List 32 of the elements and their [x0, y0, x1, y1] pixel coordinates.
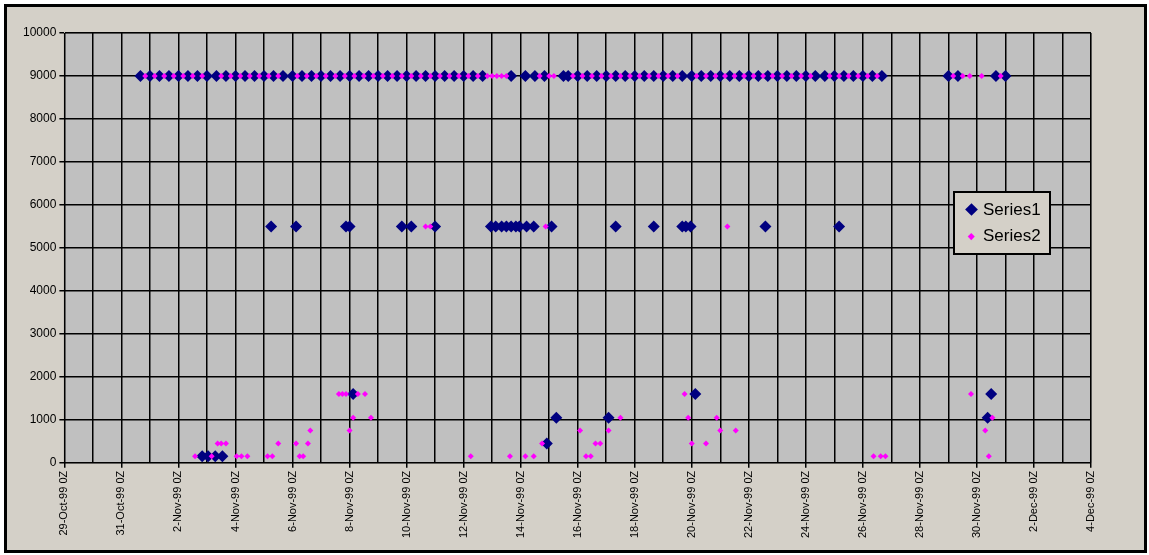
- x-tick-label: 30-Nov-99 0Z: [969, 470, 982, 539]
- x-tick-label: 16-Nov-99 0Z: [570, 470, 583, 539]
- x-tick-label: 18-Nov-99 0Z: [627, 470, 640, 539]
- y-tick-label: 7000: [29, 154, 57, 169]
- x-tick-label: 4-Nov-99 0Z: [228, 470, 241, 532]
- x-tick-label: 8-Nov-99 0Z: [342, 470, 355, 532]
- x-tick-label: 28-Nov-99 0Z: [912, 470, 925, 539]
- x-tick-label: 20-Nov-99 0Z: [684, 470, 697, 539]
- x-tick-label: 4-Dec-99 0Z: [1084, 470, 1097, 532]
- y-tick-label: 5000: [29, 240, 57, 255]
- y-tick-label: 1000: [29, 412, 57, 427]
- x-tick-label: 2-Nov-99 0Z: [171, 470, 184, 532]
- y-tick-label: 9000: [29, 68, 57, 83]
- x-tick-label: 12-Nov-99 0Z: [456, 470, 469, 539]
- x-tick-label: 6-Nov-99 0Z: [285, 470, 298, 532]
- y-tick-label: 6000: [29, 197, 57, 212]
- y-tick-label: 8000: [29, 111, 57, 126]
- y-tick-label: 0: [49, 455, 57, 470]
- x-tick-label: 31-Oct-99 0Z: [114, 470, 127, 536]
- legend-label: Series1: [983, 199, 1041, 220]
- legend-label: Series2: [983, 225, 1041, 246]
- x-tick-label: 2-Dec-99 0Z: [1027, 470, 1039, 532]
- y-tick-label: 2000: [29, 369, 57, 384]
- x-tick-label: 10-Nov-99 0Z: [399, 470, 412, 539]
- y-tick-label: 10000: [22, 25, 57, 40]
- y-tick-label: 3000: [29, 326, 57, 341]
- x-tick-label: 29-Oct-99 0Z: [57, 470, 70, 536]
- x-tick-label: 14-Nov-99 0Z: [513, 470, 526, 539]
- y-tick-label: 4000: [29, 283, 57, 298]
- x-tick-label: 26-Nov-99 0Z: [855, 470, 868, 539]
- x-tick-label: 24-Nov-99 0Z: [798, 470, 811, 539]
- x-tick-label: 22-Nov-99 0Z: [741, 470, 754, 539]
